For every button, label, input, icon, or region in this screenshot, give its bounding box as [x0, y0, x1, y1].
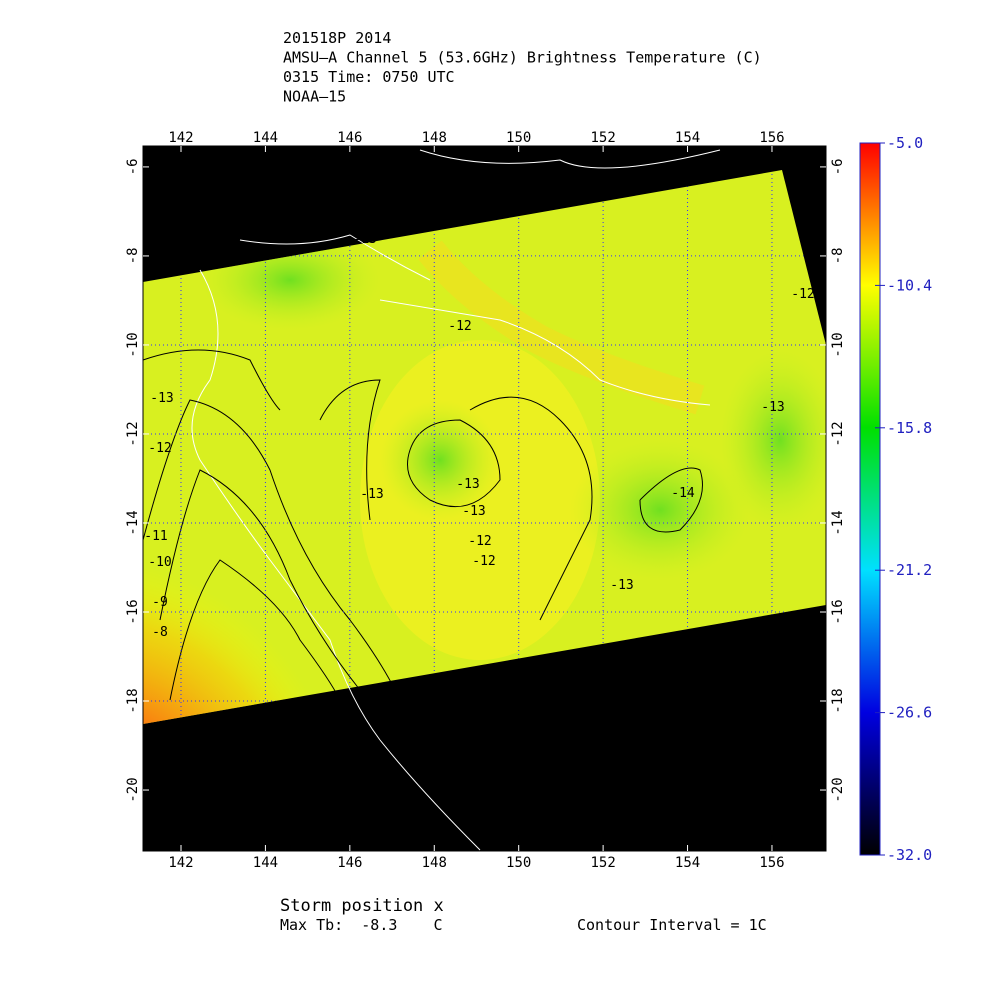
- x-tick-label: 148: [422, 130, 447, 146]
- y-tick-label: -18: [830, 688, 846, 713]
- contour-label: -12: [791, 287, 814, 302]
- x-tick-label: 146: [337, 855, 362, 871]
- contour-label: -13: [761, 400, 784, 415]
- y-tick-label: -6: [125, 158, 141, 175]
- contour-label: -11: [144, 529, 167, 544]
- colorbar: [859, 142, 881, 856]
- x-tick-label: 154: [675, 130, 700, 146]
- contours: [142, 349, 703, 701]
- x-tick-label: 152: [590, 130, 615, 146]
- contour-interval: Contour Interval = 1C: [577, 916, 767, 934]
- title-line: 0315 Time: 0750 UTC: [283, 68, 455, 86]
- contour-label: -14: [671, 486, 695, 501]
- max-tb: Max Tb: -8.3 C: [280, 916, 443, 934]
- colorbar-label: -15.8: [887, 419, 932, 437]
- x-tick-label: 142: [168, 855, 193, 871]
- contour-label: -13: [462, 504, 485, 519]
- colorbar-label: -5.0: [887, 134, 923, 152]
- contour-label: -12: [448, 319, 471, 334]
- y-tick-label: -14: [125, 510, 141, 535]
- swath: [143, 170, 826, 724]
- title-line: NOAA–15: [283, 88, 346, 106]
- colorbar-label: -32.0: [887, 846, 932, 864]
- x-tick-label: 152: [590, 855, 615, 871]
- contour-label: -9: [152, 595, 168, 610]
- y-tick-label: -8: [125, 248, 141, 265]
- contour-label: -13: [353, 232, 376, 247]
- colorbar-label: -21.2: [887, 561, 932, 579]
- contour-label: -12: [468, 534, 491, 549]
- contour-label: -13: [150, 391, 173, 406]
- y-tick-label: -8: [830, 248, 846, 265]
- x-tick-label: 156: [759, 855, 784, 871]
- x-tick-label: 156: [759, 130, 784, 146]
- contour-label: -12: [148, 441, 171, 456]
- grid: [143, 170, 826, 724]
- x-tick-label: 154: [675, 855, 700, 871]
- x-tick-label: 148: [422, 855, 447, 871]
- y-tick-label: -20: [830, 777, 846, 802]
- colorbar-label: -26.6: [887, 704, 932, 722]
- y-tick-label: -14: [830, 510, 846, 535]
- contour-label: -8: [152, 625, 168, 640]
- contour-label: -13: [610, 578, 633, 593]
- y-tick-label: -16: [830, 599, 846, 624]
- colorbar-label: -10.4: [887, 276, 932, 294]
- contour-label: -10: [148, 555, 171, 570]
- x-tick-label: 144: [253, 855, 278, 871]
- title-line: AMSU–A Channel 5 (53.6GHz) Brightness Te…: [283, 49, 762, 67]
- y-tick-label: -10: [125, 332, 141, 357]
- storm-position: Storm position x: [280, 896, 444, 916]
- y-tick-label: -12: [125, 421, 141, 446]
- y-tick-label: -6: [830, 158, 846, 175]
- x-tick-label: 146: [337, 130, 362, 146]
- contour-label: -13: [456, 477, 479, 492]
- x-tick-label: 150: [506, 130, 531, 146]
- x-tick-label: 150: [506, 855, 531, 871]
- y-tick-label: -10: [830, 332, 846, 357]
- title-line: 201518P 2014: [283, 29, 391, 47]
- coastline: [191, 149, 721, 851]
- y-tick-label: -16: [125, 599, 141, 624]
- y-tick-label: -20: [125, 777, 141, 802]
- map-frame: [142, 145, 827, 852]
- x-tick-label: 144: [253, 130, 278, 146]
- contour-label: -13: [360, 487, 383, 502]
- contour-label: -12: [472, 554, 495, 569]
- y-tick-label: -18: [125, 688, 141, 713]
- y-tick-label: -12: [830, 421, 846, 446]
- x-tick-label: 142: [168, 130, 193, 146]
